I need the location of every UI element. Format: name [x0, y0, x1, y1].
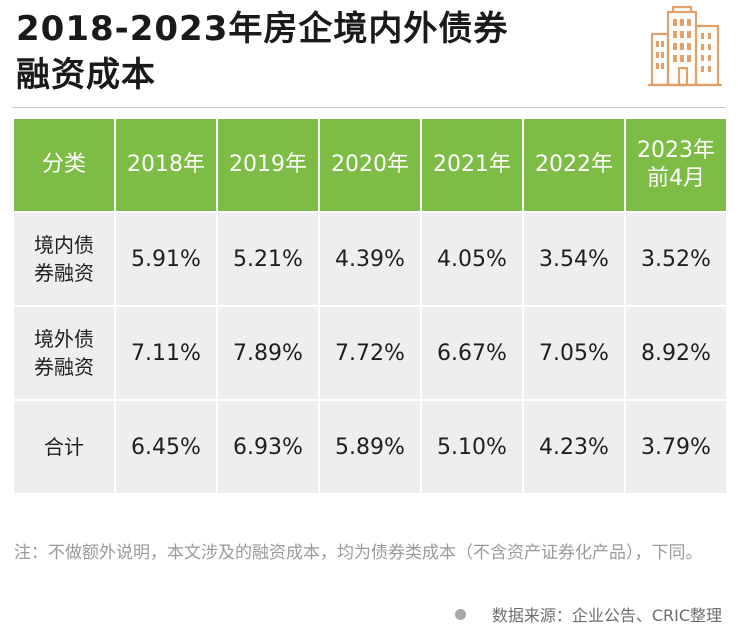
table-cell: 4.05%	[422, 213, 522, 305]
table-cell: 3.54%	[524, 213, 624, 305]
table-cell: 6.67%	[422, 307, 522, 399]
table-row: 合计 6.45% 6.93% 5.89% 5.10% 4.23% 3.79%	[14, 401, 726, 493]
title-line-2: 融资成本	[16, 55, 156, 95]
building-icon	[648, 5, 722, 87]
row-label-overseas: 境外债券融资	[14, 307, 114, 399]
table-cell: 3.79%	[626, 401, 726, 493]
header-2019: 2019年	[218, 119, 318, 211]
row-label-total: 合计	[14, 401, 114, 493]
table-cell: 6.45%	[116, 401, 216, 493]
header-2022: 2022年	[524, 119, 624, 211]
table-cell: 5.91%	[116, 213, 216, 305]
table-cell: 6.93%	[218, 401, 318, 493]
table-header-row: 分类 2018年 2019年 2020年 2021年 2022年 2023年前4…	[14, 119, 726, 211]
title-divider	[12, 107, 726, 108]
table-row: 境内债券融资 5.91% 5.21% 4.39% 4.05% 3.54% 3.5…	[14, 213, 726, 305]
table-cell: 4.23%	[524, 401, 624, 493]
table-cell: 7.72%	[320, 307, 420, 399]
table-cell: 4.39%	[320, 213, 420, 305]
table-cell: 8.92%	[626, 307, 726, 399]
row-label-text: 境内债券融资	[34, 233, 94, 285]
table-cell: 5.21%	[218, 213, 318, 305]
table-cell: 5.89%	[320, 401, 420, 493]
header-2023-first4m: 2023年前4月	[626, 119, 726, 211]
header-2018: 2018年	[116, 119, 216, 211]
table-cell: 7.11%	[116, 307, 216, 399]
page-title: 2018-2023年房企境内外债券 融资成本	[16, 6, 508, 98]
financing-cost-table: 分类 2018年 2019年 2020年 2021年 2022年 2023年前4…	[12, 117, 728, 495]
header-2023-label: 2023年前4月	[637, 138, 715, 191]
header-category: 分类	[14, 119, 114, 211]
data-source-text: 数据来源：企业公告、CRIC整理	[491, 606, 722, 625]
table-cell: 7.05%	[524, 307, 624, 399]
data-source: 数据来源：企业公告、CRIC整理	[454, 602, 722, 626]
row-label-domestic: 境内债券融资	[14, 213, 114, 305]
header-2021: 2021年	[422, 119, 522, 211]
table-row: 境外债券融资 7.11% 7.89% 7.72% 6.67% 7.05% 8.9…	[14, 307, 726, 399]
header-2020: 2020年	[320, 119, 420, 211]
bullet-dot-icon	[454, 608, 466, 620]
title-line-1: 2018-2023年房企境内外债券	[16, 9, 509, 49]
row-label-text: 境外债券融资	[34, 327, 94, 379]
footnote: 注：不做额外说明，本文涉及的融资成本，均为债券类成本（不含资产证券化产品），下同…	[14, 543, 703, 563]
table-cell: 5.10%	[422, 401, 522, 493]
table-cell: 3.52%	[626, 213, 726, 305]
table-cell: 7.89%	[218, 307, 318, 399]
